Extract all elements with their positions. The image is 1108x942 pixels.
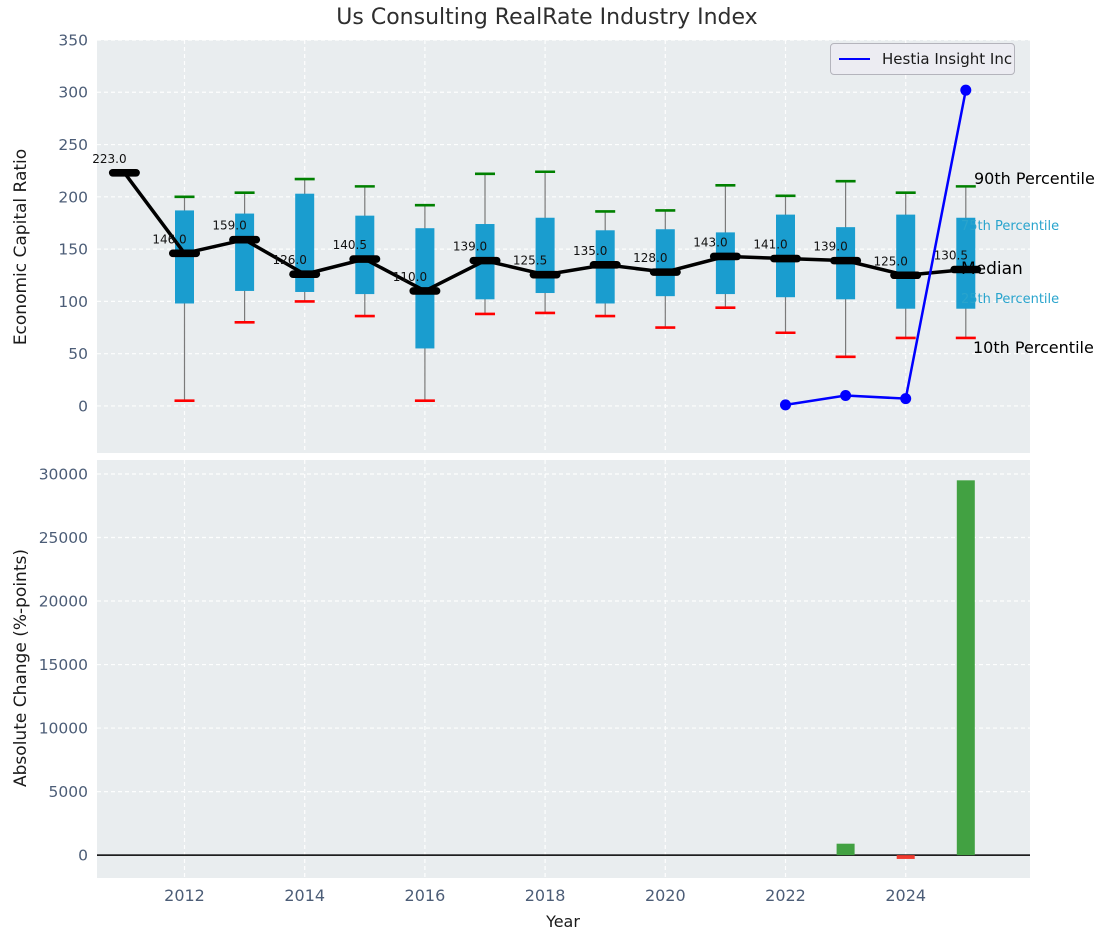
- median-dash-2018: [529, 270, 561, 279]
- x-tick-2016: 2016: [405, 886, 446, 905]
- top-y-tick-50: 50: [68, 345, 88, 363]
- top-y-tick-150: 150: [58, 241, 88, 259]
- median-value-label-2016: 110.0: [393, 270, 427, 284]
- median-value-label-2023: 139.0: [813, 240, 847, 254]
- x-tick-2024: 2024: [885, 886, 926, 905]
- median-dash-2023: [830, 256, 862, 265]
- iqr-box-2021: [715, 232, 735, 295]
- x-tick-2020: 2020: [645, 886, 686, 905]
- annotation-25th-percentile: 25th Percentile: [961, 292, 1060, 307]
- iqr-box-2024: [896, 214, 916, 309]
- median-value-label-2012: 146.0: [152, 232, 186, 246]
- median-value-label-2024: 125.0: [874, 254, 908, 268]
- iqr-box-2014: [295, 193, 315, 292]
- chart-title: Us Consulting RealRate Industry Index: [336, 5, 758, 30]
- change-bar-2023: [836, 843, 855, 856]
- annotation-90th-percentile: 90th Percentile: [974, 169, 1095, 188]
- median-markers: 223.0 146.0 159.0 126.0 140.5 110.0 139.0 125.5…: [92, 152, 982, 295]
- median-value-label-2015: 140.5: [333, 238, 367, 252]
- company-point-2025: [960, 84, 972, 96]
- top-y-tick-300: 300: [58, 84, 88, 102]
- company-line: [785, 89, 968, 407]
- company-markers: [780, 84, 972, 411]
- iqr-box-2025: [956, 217, 976, 309]
- company-point-2023: [840, 389, 852, 401]
- x-tick-2014: 2014: [284, 886, 325, 905]
- change-bar-2025: [956, 480, 975, 856]
- legend-line-icon: [839, 58, 870, 60]
- top-y-tick-350: 350: [58, 31, 88, 49]
- bottom-y-tick-15000: 15000: [39, 656, 88, 674]
- x-axis-label: Year: [546, 912, 580, 931]
- bottom-y-tick-5000: 5000: [49, 783, 88, 801]
- median-value-label-2014: 126.0: [273, 253, 307, 267]
- iqr-box-2013: [235, 213, 255, 291]
- x-tick-2012: 2012: [164, 886, 205, 905]
- bottom-y-tick-10000: 10000: [39, 720, 88, 738]
- median-dash-2011: [108, 168, 140, 177]
- bottom-y-tick-0: 0: [78, 847, 88, 865]
- median-dash-2016: [409, 287, 441, 295]
- median-value-label-2021: 143.0: [693, 235, 727, 249]
- tick-labels: 0 50 100 150 200 250 300 350 0 5000 10000 15000 2000…: [39, 31, 926, 905]
- top-y-tick-100: 100: [58, 293, 88, 311]
- company-point-2024: [900, 393, 912, 405]
- median-dash-2014: [289, 270, 321, 279]
- x-tick-2018: 2018: [525, 886, 566, 905]
- annotation-75th-percentile: 75th Percentile: [961, 219, 1060, 234]
- top-y-tick-200: 200: [58, 188, 88, 206]
- median-dash-2024: [890, 271, 922, 280]
- annotation-median: Median: [961, 259, 1023, 279]
- median-dash-2020: [649, 268, 681, 276]
- median-dash-2017: [469, 256, 501, 265]
- median-value-label-2013: 159.0: [212, 219, 246, 233]
- median-dash-2015: [349, 255, 381, 263]
- median-dash-2013: [229, 235, 261, 244]
- median-value-label-2019: 135.0: [573, 244, 607, 258]
- bottom-plot-background: [97, 460, 1030, 878]
- median-dash-2025: [950, 265, 982, 274]
- bottom-y-tick-20000: 20000: [39, 592, 88, 610]
- median-value-label-2018: 125.5: [513, 254, 547, 268]
- top-y-tick-0: 0: [78, 397, 88, 415]
- median-dash-2022: [770, 254, 801, 263]
- legend-label: Hestia Insight Inc: [882, 50, 1013, 68]
- median-dash-2019: [589, 260, 621, 269]
- median-value-label-2020: 128.0: [633, 251, 667, 265]
- bottom-y-tick-25000: 25000: [39, 529, 88, 547]
- median-dash-2021: [709, 252, 741, 261]
- change-bars: [836, 480, 975, 859]
- median-dash-2012: [169, 249, 200, 258]
- median-value-label-2017: 139.0: [453, 240, 487, 254]
- bottom-y-tick-30000: 30000: [39, 465, 88, 483]
- iqr-box-2015: [355, 215, 375, 295]
- median-value-label-2022: 141.0: [753, 238, 787, 252]
- change-bar-2024: [896, 855, 915, 859]
- company-point-2022: [780, 399, 791, 411]
- annotation-10th-percentile: 10th Percentile: [973, 338, 1094, 357]
- median-value-label-2025: 130.5: [934, 249, 968, 263]
- iqr-box-2020: [655, 229, 675, 297]
- top-y-tick-250: 250: [58, 136, 88, 154]
- x-tick-2022: 2022: [765, 886, 806, 905]
- median-value-label-2011: 223.0: [92, 152, 126, 166]
- legend-box: Hestia Insight Inc: [830, 43, 1015, 75]
